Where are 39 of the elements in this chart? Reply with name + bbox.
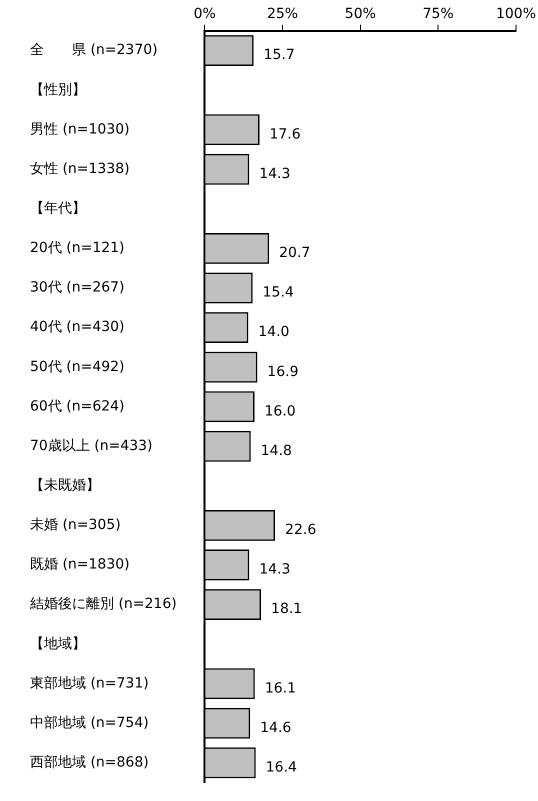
y-tick-label: 60代 (n=624) <box>30 398 125 414</box>
y-tick-label: 既婚 (n=1830) <box>30 556 130 573</box>
x-tick-label: 100% <box>496 6 536 22</box>
y-tick-label: 40代 (n=430) <box>30 319 125 336</box>
data-label: 14.6 <box>260 720 292 736</box>
data-label: 14.0 <box>258 324 290 340</box>
y-tick-label: 結婚後に離別 (n=216) <box>29 596 177 612</box>
y-tick-label: 東部地域 (n=731) <box>30 675 149 692</box>
data-label: 14.3 <box>259 562 290 578</box>
y-tick-label: 【年代】 <box>30 200 86 216</box>
y-tick-label: 未婚 (n=305) <box>30 517 121 534</box>
data-label: 14.8 <box>260 442 292 459</box>
y-tick-label: 【未既婚】 <box>30 477 100 494</box>
y-tick-label: 70歳以上 (n=433) <box>30 438 153 454</box>
data-label: 16.1 <box>264 680 296 696</box>
y-tick-label: 20代 (n=121) <box>30 240 125 256</box>
data-label: 15.4 <box>262 284 294 301</box>
x-tick-label: 50% <box>344 6 376 22</box>
data-label: 16.4 <box>266 759 298 776</box>
data-label: 17.6 <box>269 126 301 142</box>
x-tick-label: 75% <box>422 6 454 22</box>
data-label: 16.9 <box>267 364 298 380</box>
data-label: 22.6 <box>285 522 316 538</box>
x-tick-label: 0% <box>194 6 216 22</box>
y-tick-label: 【地域】 <box>30 636 86 652</box>
y-tick-label: 全 県 (n=2370) <box>30 42 158 58</box>
y-tick-label: 50代 (n=492) <box>30 358 125 375</box>
y-tick-label: 30代 (n=267) <box>30 280 125 296</box>
y-tick-label: 男性 (n=1030) <box>30 121 130 138</box>
data-label: 16.0 <box>264 403 296 420</box>
y-tick-label: 西部地域 (n=868) <box>30 754 149 770</box>
y-tick-label: 中部地域 (n=754) <box>30 714 149 731</box>
data-label: 15.7 <box>264 47 295 64</box>
data-label: 14.3 <box>259 166 290 182</box>
y-tick-label: 【性別】 <box>30 82 86 98</box>
data-label: 18.1 <box>271 601 302 618</box>
x-tick-label: 25% <box>266 6 298 22</box>
y-tick-label: 女性 (n=1338) <box>30 160 130 177</box>
data-label: 20.7 <box>279 245 310 262</box>
